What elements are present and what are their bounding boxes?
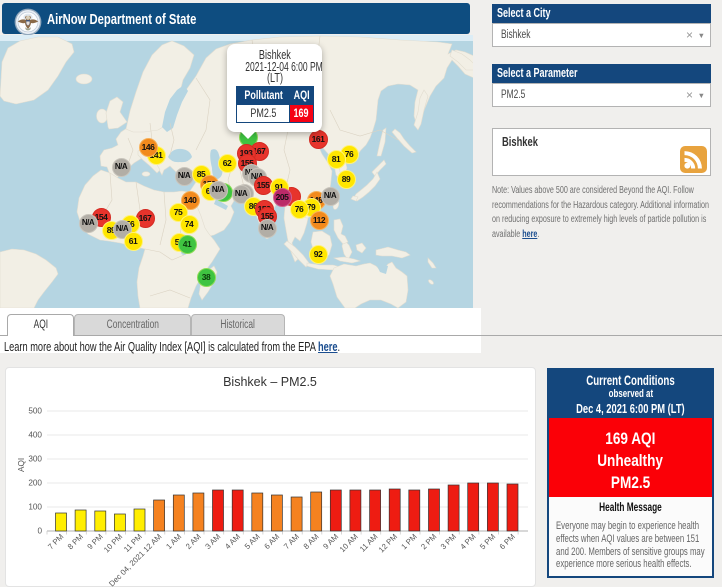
- svg-text:5 PM: 5 PM: [478, 532, 497, 551]
- svg-text:3 AM: 3 AM: [203, 532, 222, 551]
- svg-text:1 AM: 1 AM: [164, 532, 183, 551]
- svg-text:200: 200: [28, 479, 42, 488]
- svg-text:1 PM: 1 PM: [399, 532, 418, 551]
- svg-text:100: 100: [28, 503, 42, 512]
- svg-text:7 AM: 7 AM: [282, 532, 301, 551]
- svg-text:2 AM: 2 AM: [184, 532, 203, 551]
- svg-text:8 PM: 8 PM: [66, 532, 85, 551]
- svg-text:500: 500: [28, 407, 42, 416]
- svg-text:10 AM: 10 AM: [338, 532, 360, 554]
- svg-text:Bishkek – PM2.5: Bishkek – PM2.5: [223, 375, 317, 389]
- svg-text:4 AM: 4 AM: [223, 532, 242, 551]
- svg-text:7 PM: 7 PM: [46, 532, 65, 551]
- svg-text:0: 0: [37, 527, 42, 536]
- svg-text:400: 400: [28, 431, 42, 440]
- svg-text:12 PM: 12 PM: [377, 532, 399, 554]
- svg-text:8 AM: 8 AM: [302, 532, 321, 551]
- svg-text:11 AM: 11 AM: [358, 532, 380, 554]
- svg-text:3 PM: 3 PM: [439, 532, 458, 551]
- svg-text:300: 300: [28, 455, 42, 464]
- svg-text:5 AM: 5 AM: [243, 532, 262, 551]
- svg-text:AQI: AQI: [17, 458, 26, 472]
- svg-text:10 PM: 10 PM: [102, 532, 124, 554]
- svg-text:6 PM: 6 PM: [498, 532, 517, 551]
- svg-text:4 PM: 4 PM: [458, 532, 477, 551]
- svg-text:6 AM: 6 AM: [262, 532, 281, 551]
- svg-text:2 PM: 2 PM: [419, 532, 438, 551]
